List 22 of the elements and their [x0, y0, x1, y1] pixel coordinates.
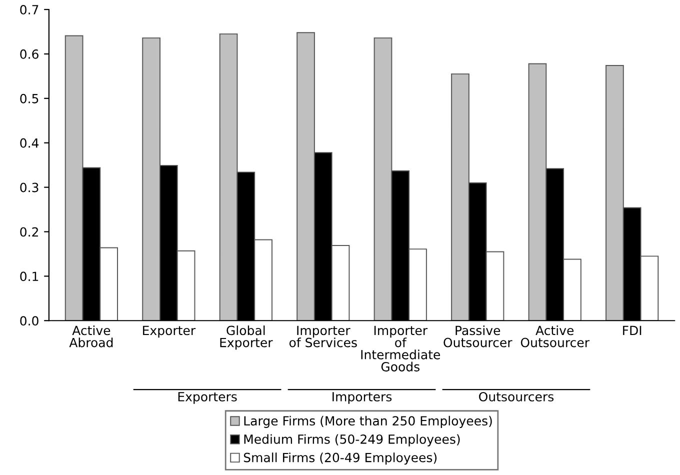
x-tick-label: Importer of Intermediate Goods [361, 326, 440, 372]
y-tick-label: 0.6 [20, 49, 38, 59]
x-tick-label: FDI [623, 326, 642, 335]
x-tick-label: Importer of Services [289, 326, 357, 348]
x-tick-label: Active Outsourcer [520, 325, 590, 348]
x-tick-label: Exporter [143, 326, 196, 338]
x-tick-label: Passive Outsourcer [444, 325, 512, 348]
legend-label: Large Firms (More than 250 Employees) [244, 416, 492, 428]
y-tick-label: 0.5 [20, 94, 38, 104]
y-tick-label: 0.3 [20, 182, 38, 192]
text: Importers [332, 392, 392, 404]
y-tick-label: 0.1 [20, 272, 38, 282]
y-tick-label: 0.0 [20, 316, 38, 326]
y-tick-label: 0.7 [20, 4, 38, 14]
legend-label: Small Firms (20-49 Employees) [244, 452, 437, 465]
y-tick-label: 0.2 [20, 227, 38, 237]
y-tick-label: 0.4 [20, 138, 39, 148]
text: Exporters [178, 392, 237, 404]
legend-label: Medium Firms (50-249 Employees) [244, 434, 460, 446]
x-tick-label: Global Exporter [220, 325, 273, 350]
x-tick-label: Active Abroad [69, 325, 113, 348]
text: Outsourcers [479, 392, 554, 402]
